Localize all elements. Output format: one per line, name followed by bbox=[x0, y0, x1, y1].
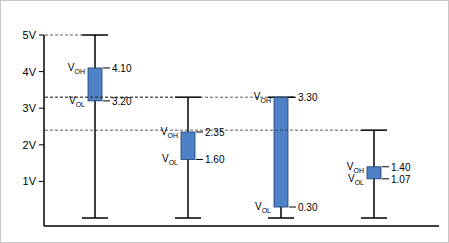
low-name-sub: OL bbox=[262, 207, 271, 214]
y-tick bbox=[39, 108, 44, 109]
low-leader bbox=[289, 207, 296, 208]
output-range bbox=[367, 167, 381, 179]
high-name: VOH bbox=[347, 161, 364, 174]
y-tick-label: 1V bbox=[23, 175, 37, 187]
y-tick-label: 5V bbox=[23, 29, 37, 41]
y-tick bbox=[39, 35, 44, 36]
low-name-sub: OL bbox=[76, 101, 85, 108]
high-value: 1.40 bbox=[391, 162, 411, 173]
supply-cap bbox=[361, 129, 387, 131]
y-tick bbox=[39, 144, 44, 145]
high-value: 3.30 bbox=[298, 92, 318, 103]
high-value: 2.35 bbox=[205, 127, 225, 138]
supply-rail bbox=[94, 35, 96, 218]
low-name: VOL bbox=[255, 201, 271, 214]
ground-cap bbox=[175, 217, 201, 219]
low-value: 0.30 bbox=[298, 202, 318, 213]
y-tick bbox=[39, 71, 44, 72]
high-leader bbox=[196, 131, 203, 132]
low-name-sub: OL bbox=[355, 179, 364, 186]
high-leader bbox=[382, 166, 389, 167]
output-range bbox=[88, 68, 102, 101]
high-leader bbox=[103, 67, 110, 68]
high-name-sub: OH bbox=[261, 97, 272, 104]
low-name: VOL bbox=[162, 153, 178, 166]
low-leader bbox=[196, 159, 203, 160]
supply-guide bbox=[44, 97, 268, 98]
y-tick bbox=[39, 181, 44, 182]
supply-guide bbox=[44, 35, 82, 36]
high-leader bbox=[289, 97, 296, 98]
y-tick-label: 3V bbox=[23, 102, 37, 114]
low-name-sub: OL bbox=[169, 159, 178, 166]
high-name: VOH bbox=[254, 91, 271, 104]
low-leader bbox=[103, 100, 110, 101]
frame bbox=[1, 1, 449, 243]
ground-cap bbox=[268, 217, 294, 219]
y-tick-label: 2V bbox=[23, 139, 37, 151]
low-leader bbox=[382, 178, 389, 179]
marks bbox=[44, 35, 387, 218]
low-name: VOL bbox=[348, 173, 364, 186]
supply-guide bbox=[44, 130, 361, 131]
output-range bbox=[274, 97, 288, 207]
chart: 1V2V3V4V5V4.103.20VOHVOL2.351.60VOHVOL3.… bbox=[0, 0, 449, 243]
x-axis bbox=[44, 225, 439, 227]
low-value: 1.60 bbox=[205, 154, 225, 165]
high-name: VOH bbox=[68, 62, 85, 75]
high-name-sub: OH bbox=[354, 167, 365, 174]
high-value: 4.10 bbox=[112, 63, 132, 74]
output-range bbox=[181, 132, 195, 159]
high-name-sub: OH bbox=[168, 132, 179, 139]
supply-cap bbox=[82, 34, 108, 36]
high-name-sub: OH bbox=[75, 68, 86, 75]
low-value: 3.20 bbox=[112, 96, 132, 107]
low-name: VOL bbox=[69, 95, 85, 108]
ground-cap bbox=[82, 217, 108, 219]
ground-cap bbox=[361, 217, 387, 219]
high-name: VOH bbox=[161, 126, 178, 139]
y-axis bbox=[43, 35, 45, 226]
low-value: 1.07 bbox=[391, 174, 411, 185]
y-tick-label: 4V bbox=[23, 66, 37, 78]
